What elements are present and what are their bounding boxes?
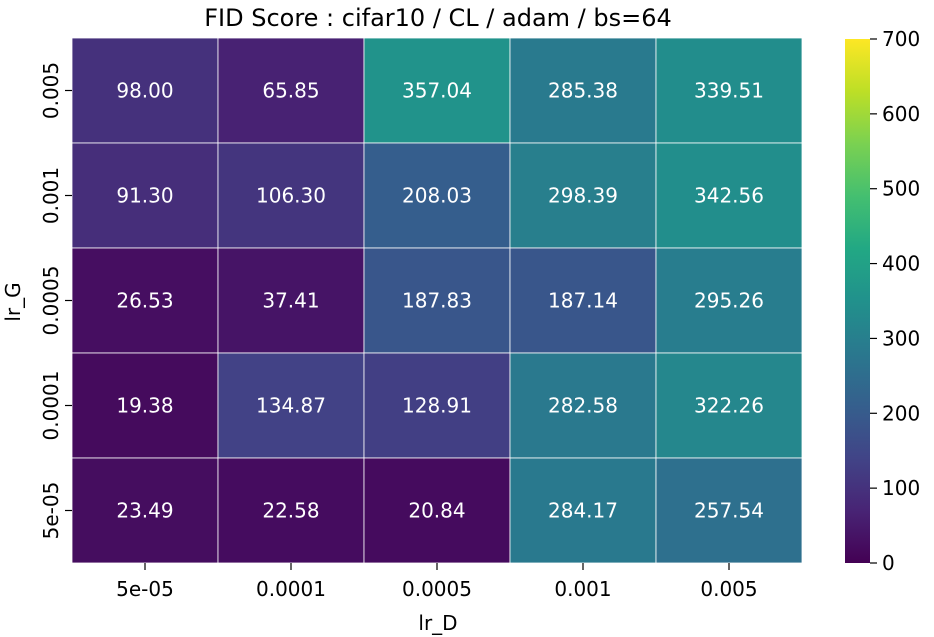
x-tick-label: 0.0005 [402,577,472,601]
colorbar-tick-label: 500 [882,177,920,201]
cell-value-label: 285.38 [548,79,618,103]
heatmap-cell [71,457,219,564]
cell-value-label: 284.17 [548,499,618,523]
colorbar-tick-label: 700 [882,27,920,51]
heatmap-cells [71,37,803,564]
chart-title: FID Score : cifar10 / CL / adam / bs=64 [204,4,672,32]
heatmap-cell [363,37,511,144]
heatmap-cell [655,142,803,249]
colorbar-tick-label: 400 [882,252,920,276]
cell-value-label: 98.00 [116,79,173,103]
cell-value-label: 295.26 [694,289,764,313]
x-tick-label: 0.001 [554,577,611,601]
cell-value-label: 22.58 [262,499,319,523]
cell-value-label: 298.39 [548,184,618,208]
heatmap-cell [217,247,365,354]
heatmap-cell [71,37,219,144]
heatmap-cell [655,37,803,144]
heatmap-cell [363,247,511,354]
cell-value-label: 65.85 [262,79,319,103]
cell-value-label: 37.41 [262,289,319,313]
heatmap-cell [509,352,657,459]
cell-value-label: 19.38 [116,394,173,418]
heatmap-cell [363,352,511,459]
cell-value-label: 187.83 [402,289,472,313]
cell-value-label: 208.03 [402,184,472,208]
cell-value-label: 26.53 [116,289,173,313]
y-tick-label: 0.005 [39,62,63,119]
colorbar [845,39,870,563]
heatmap-cell [217,142,365,249]
y-axis-label: lr_G [1,282,25,321]
cell-value-label: 23.49 [116,499,173,523]
heatmap-cell [655,247,803,354]
heatmap-cell [509,37,657,144]
heatmap-cell [363,142,511,249]
heatmap-cell [71,142,219,249]
heatmap-cell-labels: 98.00 65.85 357.04 285.38 339.51 91.30 106.30 2… [116,79,764,523]
y-tick-label: 0.0001 [39,371,63,441]
y-tick-label: 0.0005 [39,266,63,336]
cell-value-label: 357.04 [402,79,472,103]
colorbar-ticks: 0 100 200 300 400 500 600 700 [870,27,920,575]
y-axis-ticks: 0.005 0.001 0.0005 0.0001 5e-05 [39,62,72,539]
x-axis-label: lr_D [418,611,457,635]
x-axis-ticks: 5e-05 0.0001 0.0005 0.001 0.005 [116,563,758,601]
cell-value-label: 128.91 [402,394,472,418]
colorbar-tick-label: 0 [882,551,895,575]
cell-value-label: 282.58 [548,394,618,418]
colorbar-tick-label: 600 [882,102,920,126]
heatmap-cell [217,457,365,564]
y-tick-label: 0.001 [39,167,63,224]
cell-value-label: 342.56 [694,184,764,208]
cell-value-label: 322.26 [694,394,764,418]
heatmap-cell [217,352,365,459]
heatmap-cell [363,457,511,564]
heatmap-cell [655,352,803,459]
cell-value-label: 91.30 [116,184,173,208]
cell-value-label: 20.84 [408,499,465,523]
cell-value-label: 134.87 [256,394,326,418]
x-tick-label: 5e-05 [116,577,174,601]
x-tick-label: 0.005 [700,577,757,601]
x-tick-label: 0.0001 [256,577,326,601]
cell-value-label: 257.54 [694,499,764,523]
heatmap-cell [509,247,657,354]
heatmap-cell [217,37,365,144]
colorbar-tick-label: 300 [882,326,920,350]
cell-value-label: 187.14 [548,289,618,313]
y-tick-label: 5e-05 [39,482,63,540]
cell-value-label: 106.30 [256,184,326,208]
heatmap-cell [655,457,803,564]
cell-value-label: 339.51 [694,79,764,103]
colorbar-tick-label: 100 [882,476,920,500]
colorbar-tick-label: 200 [882,401,920,425]
